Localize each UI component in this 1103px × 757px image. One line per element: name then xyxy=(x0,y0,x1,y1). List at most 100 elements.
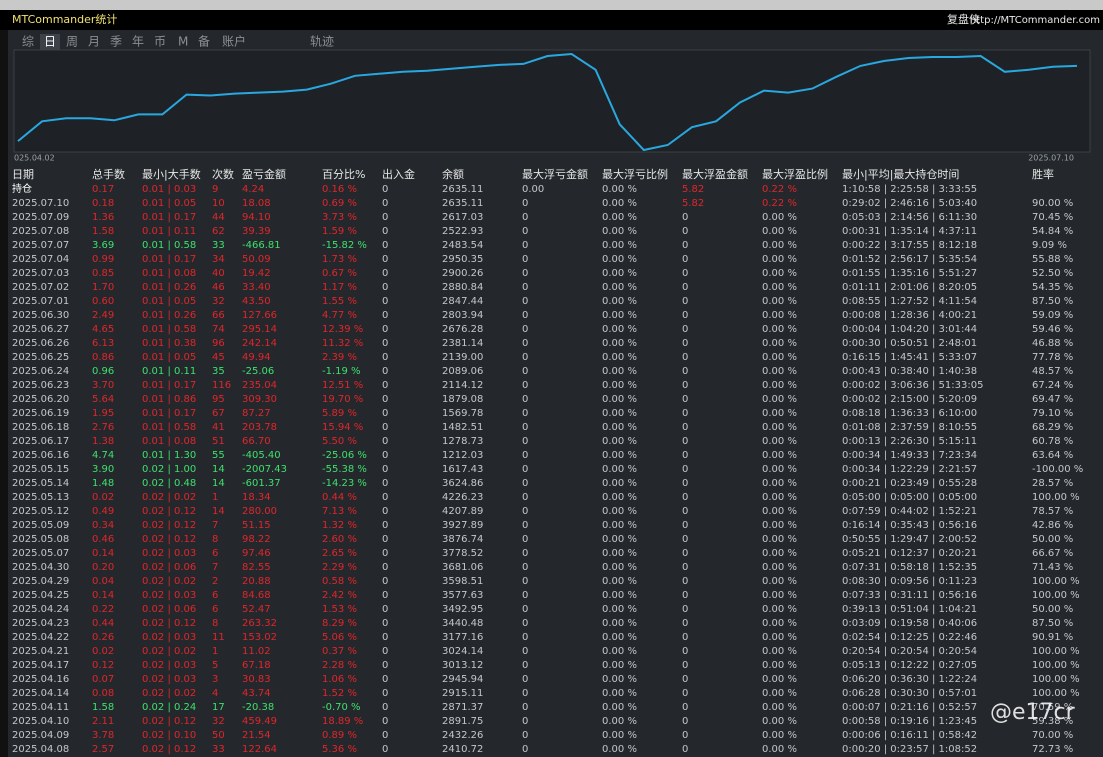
table-cell: 0.67 % xyxy=(322,268,357,279)
table-cell: 0:00:02 | 3:06:36 | 51:33:05 xyxy=(842,380,983,391)
table-cell: 0:50:55 | 1:29:47 | 2:00:52 xyxy=(842,534,977,545)
table-cell: 0.00 % xyxy=(762,268,797,279)
table-cell: 0.14 xyxy=(92,590,114,601)
table-cell: 0.00 % xyxy=(762,254,797,265)
tab[interactable]: 币 xyxy=(154,35,166,49)
table-cell: 54.84 % xyxy=(1032,226,1073,237)
table-cell: 0.44 % xyxy=(322,492,357,503)
table-cell: 0.86 xyxy=(92,352,114,363)
table-cell: 5.36 % xyxy=(322,744,357,755)
table-cell: 0 xyxy=(382,450,388,461)
table-cell: 97.46 xyxy=(242,548,271,559)
table-cell: 0 xyxy=(382,436,388,447)
tab[interactable]: 月 xyxy=(88,35,100,49)
table-cell: 33.40 xyxy=(242,282,271,293)
table-cell: 0.00 % xyxy=(602,240,637,251)
table-cell: 50 xyxy=(212,730,225,741)
table-cell: -20.38 xyxy=(242,702,274,713)
table-cell: 2025.04.10 xyxy=(12,716,69,727)
table-cell: 6 xyxy=(212,604,218,615)
tab[interactable]: 日 xyxy=(44,35,56,49)
tab[interactable]: 周 xyxy=(66,35,78,49)
table-cell: 116 xyxy=(212,380,231,391)
table-cell: -15.82 % xyxy=(322,240,367,251)
table-cell: 0 xyxy=(382,632,388,643)
table-cell: 0 xyxy=(382,562,388,573)
table-cell: 2871.37 xyxy=(442,702,483,713)
table-cell: 0 xyxy=(682,436,688,447)
table-cell: 0.00 % xyxy=(602,520,637,531)
table-cell: 0 xyxy=(522,394,528,405)
table-cell: 2025.07.10 xyxy=(12,198,69,209)
table-cell: 2880.84 xyxy=(442,282,483,293)
table-cell: 0.00 % xyxy=(602,562,637,573)
table-cell: 2847.44 xyxy=(442,296,483,307)
table-cell: 0.00 % xyxy=(602,632,637,643)
table-cell: 0.01 | 0.17 xyxy=(142,408,196,419)
url[interactable]: http://MTCommander.com xyxy=(970,15,1100,26)
table-cell: 2.29 % xyxy=(322,562,357,573)
table-cell: 55 xyxy=(212,450,225,461)
table-cell: 71.43 % xyxy=(1032,562,1073,573)
table-cell: 0 xyxy=(382,646,388,657)
table-cell: 0.00 % xyxy=(762,674,797,685)
table-cell: -55.38 % xyxy=(322,464,367,475)
tab[interactable]: 年 xyxy=(132,35,144,49)
table-cell: 0 xyxy=(522,436,528,447)
table-cell: 7 xyxy=(212,520,218,531)
table-cell: 2.60 % xyxy=(322,534,357,545)
column-header: 次数 xyxy=(212,167,234,181)
table-cell: 28.57 % xyxy=(1032,478,1073,489)
table-cell: 18.08 xyxy=(242,198,271,209)
table-cell: 2025.04.24 xyxy=(12,604,69,615)
table-cell: 0 xyxy=(382,310,388,321)
table-cell: 0:01:55 | 1:35:16 | 5:51:27 xyxy=(842,268,977,279)
table-cell: 0.02 | 0.06 xyxy=(142,562,196,573)
table-cell: 0 xyxy=(682,212,688,223)
table-cell: 2025.07.01 xyxy=(12,296,69,307)
table-cell: 3577.63 xyxy=(442,590,483,601)
table-cell: 68.29 % xyxy=(1032,422,1073,433)
table-cell: -466.81 xyxy=(242,240,281,251)
table-cell: 0.00 % xyxy=(762,702,797,713)
tab[interactable]: 季 xyxy=(110,35,122,49)
tab[interactable]: 综 xyxy=(22,35,34,49)
table-cell: 0.26 xyxy=(92,632,114,643)
table-cell: 1.38 xyxy=(92,436,114,447)
table-cell: 6 xyxy=(212,548,218,559)
table-cell: 19.70 % xyxy=(322,394,363,405)
table-cell: 0.02 xyxy=(92,646,114,657)
table-cell: 2025.05.15 xyxy=(12,464,69,475)
tab[interactable]: M xyxy=(178,35,188,49)
tab[interactable]: 轨迹 xyxy=(310,35,334,49)
table-cell: 0 xyxy=(382,422,388,433)
tab[interactable]: 账户 xyxy=(222,34,246,49)
table-cell: 0.01 | 0.38 xyxy=(142,338,196,349)
table-cell: 0.96 xyxy=(92,366,114,377)
table-cell: 1:10:58 | 2:25:58 | 3:33:55 xyxy=(842,184,977,195)
table-cell: 0 xyxy=(382,254,388,265)
table-cell: 100.00 % xyxy=(1032,576,1080,587)
table-cell: 0 xyxy=(382,730,388,741)
table-cell: 0 xyxy=(522,352,528,363)
table-cell: 0 xyxy=(522,310,528,321)
table-cell: 66.67 % xyxy=(1032,548,1073,559)
table-cell: 4.77 % xyxy=(322,310,357,321)
table-cell: 2025.05.08 xyxy=(12,534,69,545)
table-cell: 50.00 % xyxy=(1032,534,1073,545)
table-cell: 0:08:55 | 1:27:52 | 4:11:54 xyxy=(842,296,977,307)
table-cell: 2900.26 xyxy=(442,268,483,279)
table-cell: -405.40 xyxy=(242,450,281,461)
table-cell: 3.90 xyxy=(92,464,114,475)
table-cell: 0 xyxy=(522,380,528,391)
table-cell: 0:07:31 | 0:58:18 | 1:52:35 xyxy=(842,562,977,573)
table-cell: 0:00:20 | 0:23:57 | 1:08:52 xyxy=(842,744,977,755)
table-cell: 14 xyxy=(212,478,225,489)
column-header: 最小|平均|最大持仓时间 xyxy=(842,167,959,181)
table-cell: 0 xyxy=(382,688,388,699)
table-cell: 32 xyxy=(212,296,225,307)
tab[interactable]: 备 xyxy=(198,35,210,49)
table-cell: 0:00:30 | 0:50:51 | 2:48:01 xyxy=(842,338,977,349)
table-cell: 82.55 xyxy=(242,562,271,573)
column-header: 盈亏金额 xyxy=(242,167,286,181)
